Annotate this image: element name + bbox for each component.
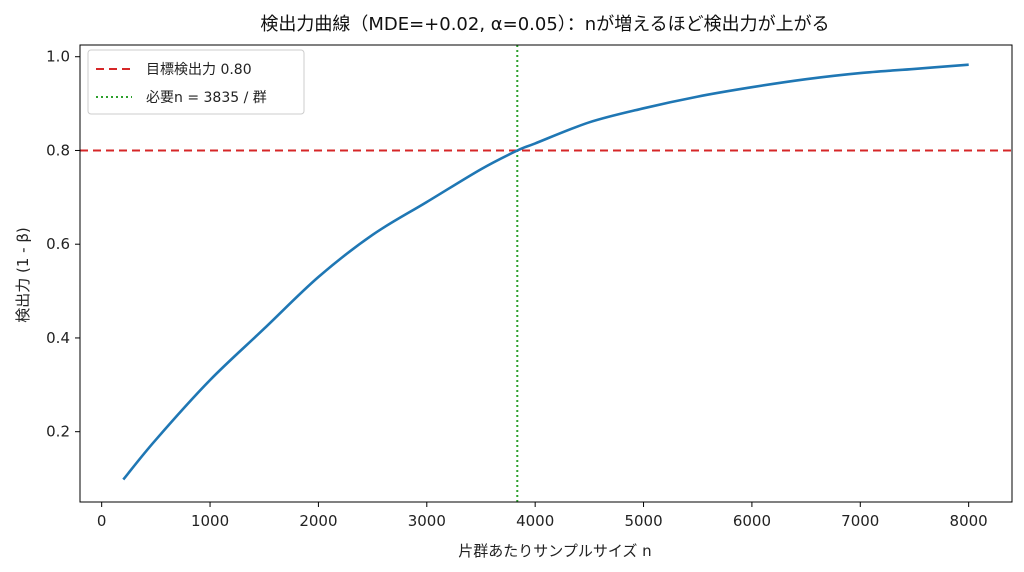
y-tick-label: 1.0 — [46, 48, 70, 66]
y-tick-label: 0.4 — [46, 329, 70, 347]
legend-label-target-power: 目標検出力 0.80 — [146, 62, 252, 78]
x-tick-label: 7000 — [841, 512, 879, 530]
x-tick-label: 1000 — [191, 512, 229, 530]
plot-frame — [79, 44, 1013, 503]
legend-box — [87, 49, 305, 115]
x-axis-label: 片群あたりサンプルサイズ n — [458, 542, 651, 560]
y-axis-label: 検出力 (1 - β) — [14, 227, 32, 323]
plot-area — [79, 44, 1013, 503]
x-tick-label: 5000 — [624, 512, 662, 530]
y-tick-label: 0.6 — [46, 235, 70, 253]
legend-label-required-n: 必要n = 3835 / 群 — [146, 90, 267, 106]
y-axis: 0.2 0.4 0.6 0.8 1.0 — [46, 48, 80, 441]
x-axis: 0 1000 2000 3000 4000 5000 6000 7000 8000 — [97, 502, 988, 530]
x-tick-label: 3000 — [408, 512, 446, 530]
x-tick-label: 4000 — [516, 512, 554, 530]
chart-title: 検出力曲線（MDE=+0.02, α=0.05）：nが増えるほど検出力が上がる — [260, 14, 829, 35]
x-tick-label: 6000 — [733, 512, 771, 530]
legend: 目標検出力 0.80 必要n = 3835 / 群 — [87, 49, 305, 115]
x-tick-label: 8000 — [950, 512, 988, 530]
y-tick-label: 0.8 — [46, 141, 70, 159]
power-curve-line — [122, 63, 969, 481]
x-tick-label: 0 — [97, 512, 107, 530]
x-tick-label: 2000 — [299, 512, 337, 530]
y-tick-label: 0.2 — [46, 423, 70, 441]
